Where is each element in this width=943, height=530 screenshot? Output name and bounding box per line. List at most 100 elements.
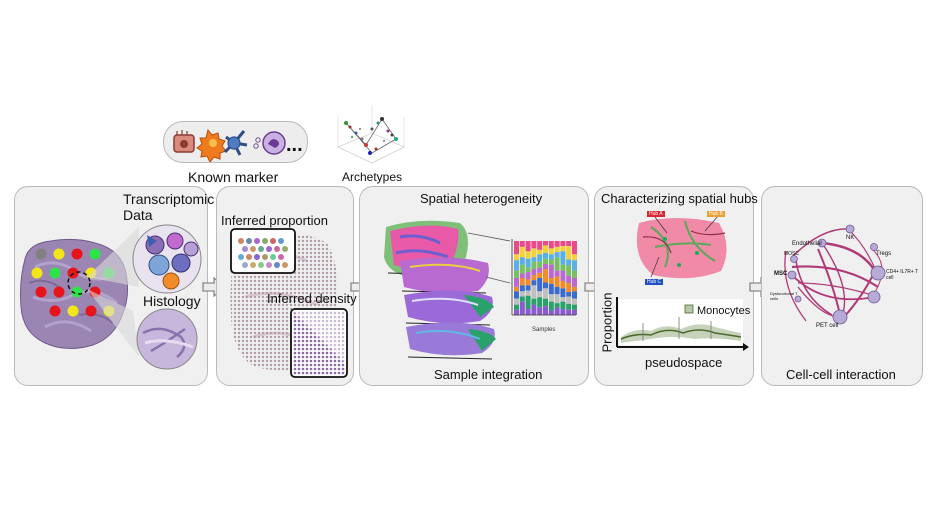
bar-segment bbox=[543, 269, 548, 283]
bar-segment bbox=[514, 278, 519, 287]
deconvolved-tissue bbox=[230, 228, 348, 378]
bar-segment bbox=[519, 296, 525, 302]
bar-segment bbox=[531, 304, 537, 315]
bar-segment bbox=[514, 291, 519, 299]
cell-cell-interaction-label: Cell-cell interaction bbox=[786, 367, 896, 382]
sample-integration-label: Sample integration bbox=[434, 367, 543, 382]
bar-segment bbox=[537, 241, 543, 250]
bar-segment bbox=[543, 241, 548, 246]
bar-segment bbox=[572, 291, 577, 299]
legend-swatch bbox=[684, 304, 694, 314]
panel-input-data: Transcriptomic Data Histology bbox=[14, 186, 214, 386]
small-marker-icon bbox=[253, 137, 261, 149]
bar-segment bbox=[531, 269, 537, 276]
archetype-points bbox=[344, 117, 398, 155]
bar-segment bbox=[519, 291, 525, 297]
network-edges bbox=[784, 228, 883, 322]
known-marker-pill: ... bbox=[163, 121, 308, 163]
bar-segment bbox=[531, 298, 537, 305]
bar-segment bbox=[519, 241, 525, 247]
node-dysfunctional-t: Dysfunctional T cells bbox=[770, 291, 798, 301]
bar-segment bbox=[566, 296, 572, 304]
hub-label-b: Hub B bbox=[707, 211, 725, 217]
hub-label-c: Hub C bbox=[645, 279, 664, 285]
bar-segment bbox=[537, 249, 543, 255]
slice-4 bbox=[406, 322, 496, 360]
bar-segment bbox=[548, 301, 554, 311]
spatial-hubs-title: Characterizing spatial hubs bbox=[601, 191, 758, 206]
bar-segment bbox=[537, 291, 543, 298]
bar-segment bbox=[554, 276, 560, 287]
bar-segment bbox=[554, 270, 560, 277]
bar-segment bbox=[531, 280, 537, 286]
bar-segment bbox=[514, 254, 519, 261]
bar-segment bbox=[566, 259, 572, 266]
bar-axis-label: Samples bbox=[532, 327, 556, 333]
bar-segment bbox=[560, 241, 566, 247]
bar-segment bbox=[537, 261, 543, 268]
panel-spatial-heterogeneity: Spatial heterogeneity Sample integration… bbox=[359, 186, 589, 386]
bar-segment bbox=[560, 301, 566, 310]
bar-segment bbox=[572, 270, 577, 278]
bar-segment bbox=[537, 267, 543, 273]
bar-segment bbox=[543, 282, 548, 289]
zoom-wedge-bottom bbox=[87, 289, 139, 357]
bar-segment bbox=[514, 304, 519, 310]
node-cd4-il7r: CD4+ IL7R+ T cell bbox=[886, 269, 919, 281]
bar-segment bbox=[525, 272, 531, 280]
bar-segment bbox=[525, 241, 531, 252]
ellipsis: ... bbox=[286, 134, 303, 156]
bar-segment bbox=[525, 258, 531, 268]
stacked-bar-chart bbox=[514, 241, 577, 315]
line-plot-legend: Monocytes bbox=[697, 305, 751, 317]
node-endothelial: Endothelial bbox=[792, 241, 822, 247]
transcriptomic-circle bbox=[132, 224, 202, 294]
bar-segment bbox=[554, 303, 560, 308]
bar-segment bbox=[566, 303, 572, 310]
bar-segment bbox=[560, 280, 566, 289]
bar-segment bbox=[519, 273, 525, 278]
inferred-proportion-label: Inferred proportion bbox=[221, 213, 328, 228]
bar-segment bbox=[519, 246, 525, 258]
cell-type-icons bbox=[173, 128, 286, 162]
bar-segment bbox=[554, 307, 560, 315]
bar-segment bbox=[554, 286, 560, 295]
node-pet-cell: PET cell bbox=[816, 323, 839, 329]
known-marker-label: Known marker bbox=[188, 169, 279, 185]
bar-segment bbox=[543, 258, 548, 264]
bar-segment bbox=[560, 309, 566, 315]
bar-segment bbox=[543, 263, 548, 270]
bar-segment bbox=[543, 306, 548, 315]
node-nk: NK bbox=[846, 235, 855, 241]
line-plot-xlabel: pseudospace bbox=[645, 355, 723, 370]
bar-segment bbox=[548, 264, 554, 278]
bar-segment bbox=[548, 278, 554, 284]
proportion-line-plot bbox=[616, 297, 749, 351]
bar-segment bbox=[543, 245, 548, 253]
bar-segment bbox=[566, 265, 572, 276]
bar-segment bbox=[525, 251, 531, 259]
bar-segment bbox=[548, 259, 554, 265]
bar-segment bbox=[514, 286, 519, 292]
bar-segment bbox=[519, 278, 525, 286]
bar-segment bbox=[560, 288, 566, 298]
bar-segment bbox=[548, 241, 554, 249]
bar-segment bbox=[537, 297, 543, 308]
stacked-slices bbox=[384, 220, 577, 360]
node-msc: MSC bbox=[774, 271, 788, 277]
selected-spot-ring bbox=[67, 271, 91, 295]
bar-segment bbox=[572, 278, 577, 287]
bar-segment bbox=[560, 297, 566, 302]
bar-segment bbox=[543, 288, 548, 299]
bar-segment bbox=[543, 252, 548, 259]
hub-map bbox=[636, 214, 727, 279]
slice-2 bbox=[400, 257, 489, 294]
dendritic-cell-icon bbox=[223, 130, 248, 156]
bar-segment bbox=[514, 260, 519, 271]
bar-segment bbox=[537, 272, 543, 278]
bar-segment bbox=[554, 241, 560, 247]
bar-segment bbox=[572, 286, 577, 292]
bar-segment bbox=[572, 304, 577, 310]
bar-segment bbox=[531, 248, 537, 258]
bar-segment bbox=[514, 298, 519, 305]
